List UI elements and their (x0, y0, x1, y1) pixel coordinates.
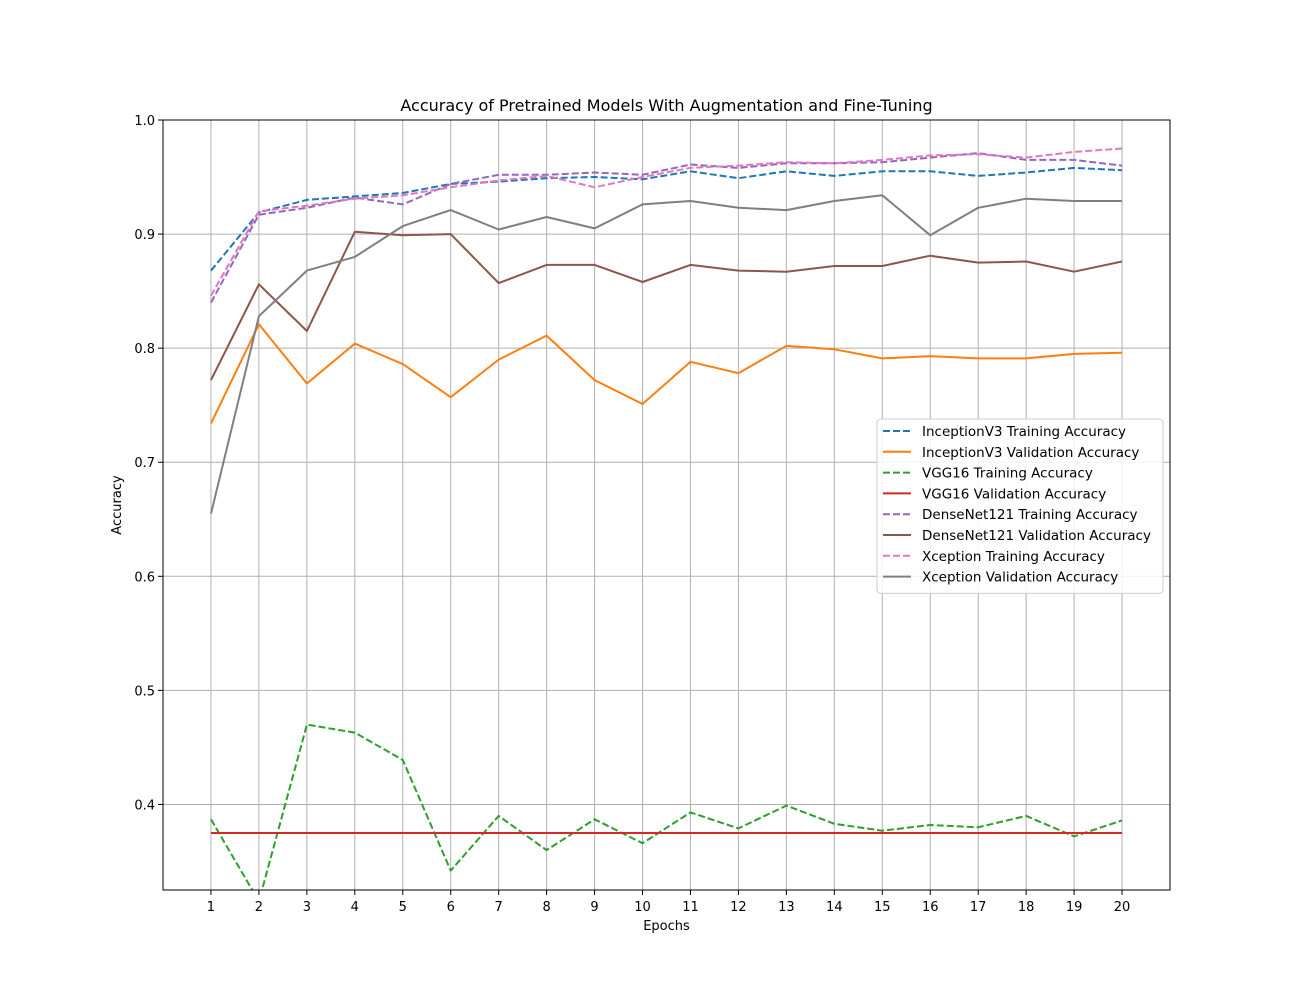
x-tick-label: 1 (207, 900, 215, 915)
legend-label: DenseNet121 Training Accuracy (922, 507, 1138, 523)
legend-label: VGG16 Training Accuracy (922, 466, 1093, 482)
y-tick-label: 1.0 (134, 114, 155, 129)
series-line-inceptionv3-training-accuracy (210, 166, 1123, 272)
x-tick-label: 10 (634, 900, 651, 915)
x-tick-label: 20 (1114, 900, 1131, 915)
x-tick-label: 18 (1018, 900, 1035, 915)
series-line-xception-validation-accuracy (210, 194, 1122, 514)
y-axis-label: Accuracy (110, 475, 125, 535)
legend-box (876, 418, 1164, 594)
y-tick-label: 0.5 (134, 684, 155, 699)
y-tick-label: 0.7 (134, 456, 155, 471)
legend-label: Xception Validation Accuracy (922, 570, 1118, 586)
y-axis-ticks: 0.4 0.5 0.6 0.7 0.8 0.9 1.0 (134, 114, 163, 813)
legend-label: InceptionV3 Validation Accuracy (922, 445, 1139, 461)
x-tick-label: 9 (590, 900, 598, 915)
x-tick-label: 17 (970, 900, 987, 915)
x-tick-label: 12 (730, 900, 747, 915)
legend-label: Xception Training Accuracy (922, 549, 1105, 565)
series-line-vgg16-training-accuracy (210, 723, 1123, 890)
y-tick-label: 0.4 (134, 798, 155, 813)
legend: InceptionV3 Training Accuracy InceptionV3… (876, 418, 1164, 594)
x-tick-label: 6 (447, 900, 455, 915)
x-tick-label: 19 (1066, 900, 1083, 915)
series-lines (210, 147, 1123, 890)
x-tick-label: 7 (495, 900, 503, 915)
legend-label: DenseNet121 Validation Accuracy (922, 528, 1151, 544)
x-tick-label: 13 (778, 900, 795, 915)
x-tick-label: 3 (303, 900, 311, 915)
x-tick-label: 4 (351, 900, 359, 915)
y-tick-label: 0.9 (134, 228, 155, 243)
chart-title: Accuracy of Pretrained Models With Augme… (400, 96, 932, 115)
x-tick-label: 11 (682, 900, 699, 915)
y-tick-label: 0.8 (134, 342, 155, 357)
x-tick-label: 2 (255, 900, 263, 915)
series-line-inceptionv3-validation-accuracy (210, 323, 1123, 424)
plot-area-frame (162, 119, 1171, 891)
x-tick-label: 8 (542, 900, 550, 915)
legend-label: InceptionV3 Training Accuracy (922, 424, 1126, 440)
x-tick-label: 16 (922, 900, 939, 915)
x-axis-ticks: 1 2 3 4 5 6 7 8 9 10 11 12 13 14 15 16 17 18 19 20 (207, 890, 1131, 915)
series-line-densenet121-validation-accuracy (210, 230, 1123, 381)
x-tick-label: 5 (399, 900, 407, 915)
x-axis-label: Epochs (643, 919, 690, 934)
series-line-xception-training-accuracy (210, 147, 1123, 297)
x-tick-label: 15 (874, 900, 891, 915)
legend-label: VGG16 Validation Accuracy (922, 486, 1106, 502)
y-tick-label: 0.6 (134, 570, 155, 585)
x-tick-label: 14 (826, 900, 843, 915)
